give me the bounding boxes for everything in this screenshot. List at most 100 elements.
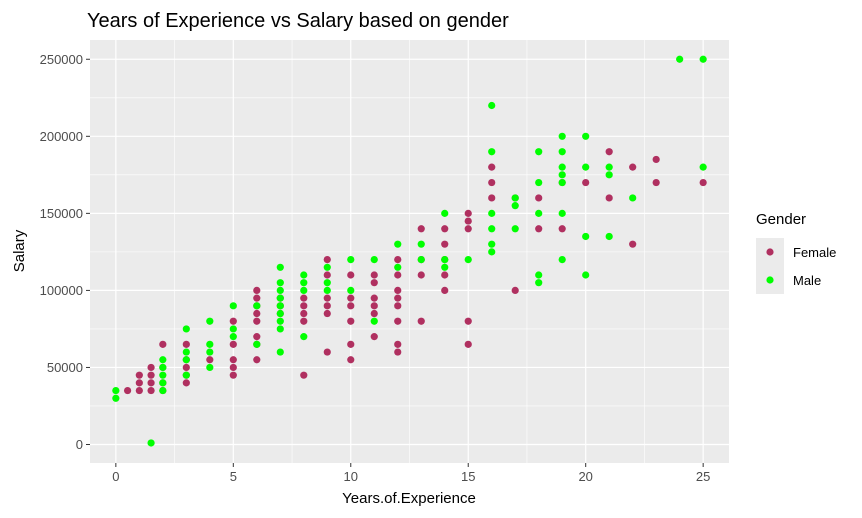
point-female (206, 356, 214, 364)
point-male (558, 132, 566, 140)
point-female (629, 240, 637, 248)
point-male (582, 132, 590, 140)
point-female (253, 309, 261, 318)
point-male (347, 286, 355, 295)
point-male (605, 163, 613, 171)
x-tick-label: 0 (112, 469, 119, 484)
point-male (605, 232, 613, 241)
point-female (370, 333, 378, 341)
point-male (441, 255, 449, 264)
point-female (417, 317, 425, 325)
point-male (488, 240, 496, 248)
point-female (300, 309, 308, 318)
point-female (464, 317, 472, 325)
point-female (229, 340, 237, 348)
point-male (441, 263, 449, 271)
point-male (323, 286, 331, 295)
point-female (300, 317, 308, 325)
point-male (323, 263, 331, 271)
point-female (605, 148, 613, 156)
point-male (182, 356, 190, 364)
point-female (652, 178, 660, 187)
point-female (370, 279, 378, 287)
point-male (417, 240, 425, 248)
chart-title: Years of Experience vs Salary based on g… (87, 10, 509, 32)
point-female (323, 271, 331, 279)
point-male (276, 348, 284, 356)
legend: Gender Female Male (756, 211, 836, 294)
point-female (441, 240, 449, 248)
point-female (323, 309, 331, 318)
point-female (253, 356, 261, 364)
point-female (417, 225, 425, 233)
point-male (535, 279, 543, 287)
point-male (558, 255, 566, 264)
point-female (535, 194, 543, 202)
point-male (112, 386, 120, 395)
point-male (699, 55, 707, 63)
point-female (159, 340, 167, 348)
point-female (323, 294, 331, 302)
x-tick-label: 5 (230, 469, 237, 484)
point-male (159, 363, 167, 372)
point-male (488, 225, 496, 233)
y-tick-label: 200000 (40, 129, 83, 144)
point-male (417, 255, 425, 264)
point-female (229, 363, 237, 372)
point-male (394, 263, 402, 271)
y-tick-label: 150000 (40, 206, 83, 221)
point-male (300, 333, 308, 341)
point-female (253, 317, 261, 325)
point-male (511, 202, 519, 210)
y-tick-label: 50000 (47, 360, 83, 375)
point-male (229, 325, 237, 333)
point-male (276, 302, 284, 310)
point-male (206, 348, 214, 356)
point-female (394, 286, 402, 295)
point-female (417, 271, 425, 279)
point-male (276, 294, 284, 302)
point-female (253, 333, 261, 341)
x-tick-label: 10 (344, 469, 358, 484)
point-female (182, 379, 190, 387)
legend-label-male: Male (793, 273, 821, 288)
point-female (488, 178, 496, 187)
point-male (488, 209, 496, 217)
point-male (276, 279, 284, 287)
point-female (135, 386, 143, 395)
point-female (182, 340, 190, 348)
point-female (441, 225, 449, 233)
point-female (229, 317, 237, 325)
point-female (147, 386, 155, 395)
y-tick-label: 250000 (40, 52, 83, 67)
point-female (605, 194, 613, 202)
point-male (488, 248, 496, 256)
point-male (229, 302, 237, 310)
point-male (276, 325, 284, 333)
point-male (558, 148, 566, 156)
point-female (300, 302, 308, 310)
point-male (347, 255, 355, 264)
point-female (347, 294, 355, 302)
point-female (370, 309, 378, 318)
point-male (276, 317, 284, 325)
point-female (535, 225, 543, 233)
point-female (147, 363, 155, 372)
point-female (147, 379, 155, 387)
point-female (652, 155, 660, 164)
point-female (347, 340, 355, 348)
point-female (511, 286, 519, 295)
point-male (699, 163, 707, 171)
point-female (394, 340, 402, 348)
point-female (464, 217, 472, 225)
point-female (488, 194, 496, 202)
point-male (323, 279, 331, 287)
point-male (182, 348, 190, 356)
point-male (676, 55, 684, 63)
point-female (347, 271, 355, 279)
point-male (159, 371, 167, 379)
point-male (300, 271, 308, 279)
x-tick-label: 25 (696, 469, 710, 484)
point-male (147, 439, 155, 447)
